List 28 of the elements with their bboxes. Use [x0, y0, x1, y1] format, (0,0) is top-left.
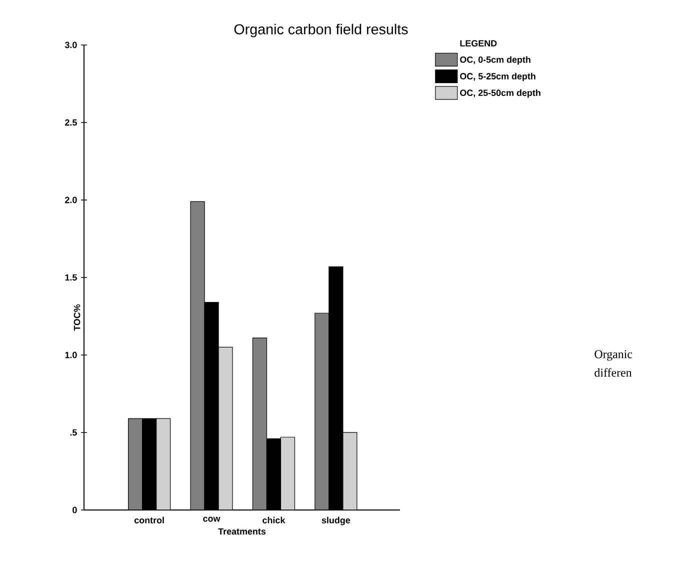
x-axis-title: Treatments: [218, 528, 266, 535]
text: differen: [594, 368, 632, 377]
x-tick-label: control: [134, 516, 164, 524]
y-tick-label: 1.5: [65, 274, 77, 281]
y-tick-label: 2.5: [65, 119, 77, 126]
x-tick-label: cow: [203, 516, 220, 522]
bar: [280, 436, 296, 510]
bar: [128, 418, 143, 510]
chart-title: Organic carbon field results: [234, 24, 408, 38]
bar: [252, 338, 268, 510]
y-tick-label: 3.0: [64, 42, 77, 48]
legend-title: LEGEND: [460, 40, 497, 47]
legend-label: OC, 25-50cm depth: [460, 89, 540, 98]
bar: [156, 418, 171, 510]
y-tick-label: .5: [70, 429, 77, 436]
y-tick-label: 0: [72, 506, 77, 514]
y-tick-label: 2.0: [65, 196, 77, 204]
bar: [218, 346, 233, 510]
bar: [190, 201, 205, 510]
text: Organic: [594, 350, 632, 361]
x-tick-label: sludge: [322, 516, 350, 526]
bar: [314, 312, 330, 510]
bar: [342, 432, 358, 510]
y-axis-title: TOC%: [74, 304, 80, 331]
y-tick-label: 1.0: [65, 352, 77, 358]
legend-label: OC, 0-5cm depth: [460, 56, 530, 65]
x-tick-label: chick: [262, 516, 286, 524]
legend-label: OC, 5-25cm depth: [460, 72, 536, 82]
